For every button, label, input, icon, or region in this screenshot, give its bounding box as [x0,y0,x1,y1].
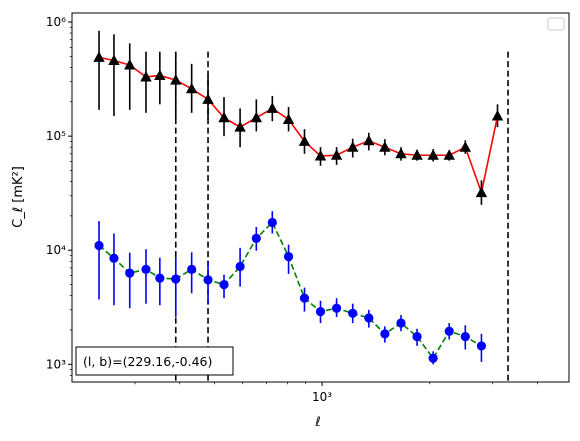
y-axis-label: C_ℓ [mK²] [11,166,26,228]
series-0-point-4 [154,69,166,80]
series-0-point-1 [108,54,120,66]
series-1-point-0 [94,240,104,251]
series-1-point-6 [187,264,197,274]
annotation-text: (l, b)=(229.16,-0.46) [83,354,212,369]
series-1-point-8 [219,279,229,290]
series-1-point-5 [171,274,181,284]
series-1-point-18 [380,329,390,339]
series-0-point-17 [363,134,375,146]
series-0-point-22 [443,149,455,160]
series-0-point-10 [250,111,263,123]
series-1-point-21 [428,353,438,363]
series-0-point-5 [170,74,182,85]
series-0-point-15 [330,149,343,160]
y-tick-label-2: 10⁵ [46,129,66,143]
x-tick-label-0: 10³ [312,390,332,404]
y-tick-label-0: 10³ [46,357,66,371]
legend-box [547,17,565,31]
series-1-point-12 [283,251,294,262]
y-tick-label-3: 10⁶ [46,15,66,29]
plot-frame [71,12,570,383]
series-0-point-18 [379,141,391,152]
series-0-point-8 [218,111,230,123]
x-axis-label: ℓ [314,415,320,430]
series-1-point-13 [299,293,310,303]
series-1-point-24 [476,341,487,351]
series-0-point-6 [185,82,198,94]
y-tick-label-1: 10⁴ [46,243,66,257]
series-1-point-22 [444,326,454,336]
series-0-point-0 [93,51,105,62]
series-1-point-4 [155,273,165,283]
plot-area [93,30,509,382]
series-1-point-10 [251,233,261,243]
series-0-point-24 [475,186,488,198]
series-1-point-7 [203,275,213,285]
series-0-point-20 [411,149,423,160]
series-1-point-23 [460,331,470,342]
series-0-point-9 [234,121,246,132]
series-1-point-15 [331,303,342,313]
series-0-point-25 [491,110,504,121]
series-1-point-17 [364,313,374,323]
series-1-point-19 [396,318,406,328]
annotation-frame [75,346,234,376]
series-0-point-2 [124,59,136,70]
series-0-point-11 [266,102,279,113]
series-0-point-19 [395,147,407,159]
legend [547,17,565,31]
series-1-point-20 [412,331,422,342]
series-1-point-2 [125,268,135,278]
series-1-point-11 [267,217,277,228]
series-0-point-12 [282,113,295,124]
series-0-point-21 [427,149,439,160]
series-1-point-3 [141,264,151,274]
series-1-point-16 [348,308,358,318]
series-1-point-1 [109,253,119,263]
series-0-point-14 [314,149,327,161]
annotation-box: (l, b)=(229.16,-0.46) [75,346,234,376]
series-0-point-23 [459,141,472,152]
series-0-point-7 [202,93,214,104]
series-1-point-9 [235,261,245,272]
series-0-point-3 [140,70,152,82]
series-0-point-16 [347,141,359,152]
series-1-point-14 [315,306,326,317]
series-0-point-13 [298,135,311,146]
axis-ticks: 10³ 10⁴ 10⁵ 10⁶ 10³ [46,15,538,404]
